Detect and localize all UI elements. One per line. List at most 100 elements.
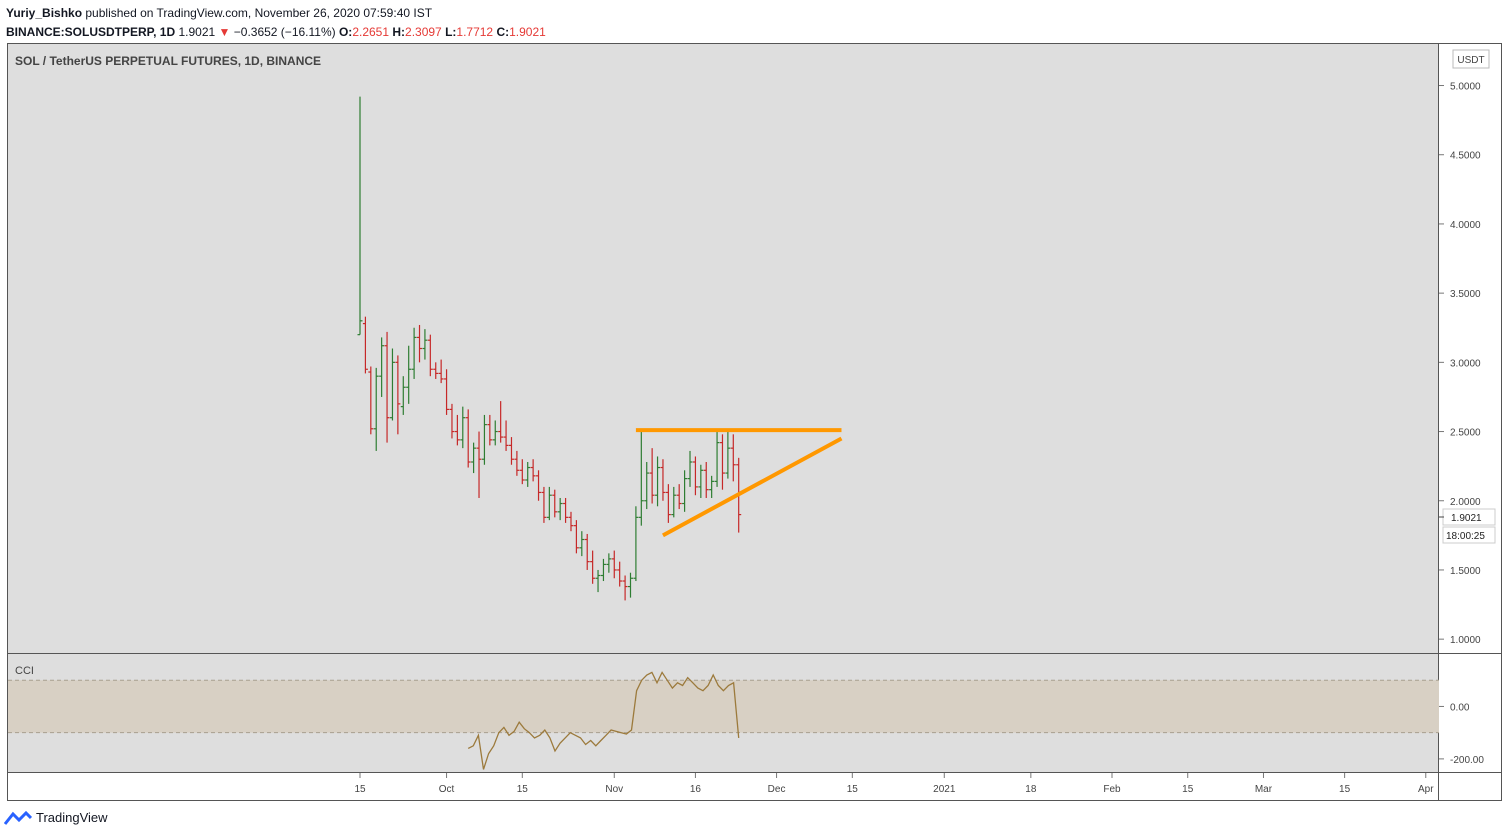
ohlc-bar (682, 470, 688, 512)
ohlc-bar (508, 437, 514, 465)
x-tick-label: 2021 (933, 784, 956, 795)
y-tick-label: 3.0000 (1450, 358, 1481, 369)
ohlc-bar (498, 401, 504, 443)
published-text: published on TradingView.com, November 2… (85, 6, 433, 20)
ohlc-bar (563, 497, 569, 523)
ohlc-bar (573, 520, 579, 554)
ohlc-bar (379, 337, 385, 397)
x-tick-label: Apr (1418, 784, 1434, 795)
ohlc-bar (417, 324, 423, 363)
symbol-label: BINANCE:SOLUSDTPERP, 1D (6, 25, 176, 39)
ohlc-bar (557, 497, 563, 521)
y-tick-label: 5.0000 (1450, 82, 1481, 93)
ohlc-bar (536, 470, 542, 501)
cci-line (467, 671, 740, 770)
price-scale[interactable] (1439, 44, 1501, 653)
y-tick-label: 4.5000 (1450, 151, 1481, 162)
high-value: 2.3097 (405, 25, 442, 39)
x-tick-label: 15 (1182, 784, 1194, 795)
ohlc-bar (373, 367, 379, 451)
ohlc-bar (611, 550, 617, 579)
ohlc-bar (568, 511, 574, 532)
ohlc-bar (617, 561, 623, 587)
last-price-value: 1.9021 (1451, 513, 1482, 524)
time-axis[interactable] (8, 773, 1439, 800)
ohlc-bar (579, 531, 585, 557)
tradingview-logo-icon (4, 810, 32, 825)
y-tick-label: 4.0000 (1450, 220, 1481, 231)
cci-band (8, 679, 1439, 734)
open-value: 2.2651 (352, 25, 390, 39)
x-tick-label: Dec (768, 784, 786, 795)
ohlc-bar (698, 464, 704, 498)
ohlc-bar (595, 569, 601, 593)
ohlc-bar (395, 355, 401, 435)
x-tick-label: 15 (517, 784, 529, 795)
ohlc-bar (357, 96, 363, 336)
ohlc-bar (584, 533, 590, 570)
ohlc-bar (492, 420, 498, 446)
author-name[interactable]: Yuriy_Bishko (6, 6, 83, 20)
cci-tick-label: 0.00 (1450, 702, 1470, 713)
ohlc-bar (465, 409, 471, 468)
x-tick-label: 15 (354, 784, 366, 795)
low-value: 1.7712 (456, 25, 494, 39)
y-axis-ticks: 5.0000 4.5000 4.0000 3.5000 3.0000 2.5000 2.00… (1439, 82, 1481, 646)
trendlines[interactable] (635, 428, 843, 538)
ohlc-bar (476, 431, 482, 498)
ohlc-bar (730, 434, 736, 482)
ohlc-bar (449, 403, 455, 439)
down-arrow-icon: ▼ (218, 25, 231, 39)
ohlc-bar (628, 572, 633, 598)
ohlc-bar (530, 459, 536, 482)
tradingview-logo[interactable]: TradingView (4, 810, 108, 825)
cci-scale[interactable] (1439, 654, 1501, 772)
ohlc-bar (503, 420, 509, 451)
ohlc-bar (438, 359, 444, 384)
ohlc-bar (703, 461, 709, 498)
currency-badge[interactable]: USDT (1452, 49, 1490, 69)
currency-label: USDT (1457, 55, 1484, 66)
ohlc-bar (368, 366, 374, 435)
ohlc-bar (622, 575, 628, 601)
tradingview-brand: TradingView (36, 810, 108, 825)
x-tick-label: Oct (439, 784, 455, 795)
price-change: −0.3652 (−16.11%) (233, 25, 336, 39)
ohlc-bar (411, 327, 417, 379)
cci-band-fill (8, 680, 1439, 733)
trendline-support (662, 436, 843, 538)
high-label: H: (392, 25, 406, 39)
ohlc-bar (644, 461, 650, 510)
ohlc-bar (600, 558, 606, 582)
x-axis-ticks: 15 Oct 15 Nov 16 Dec 15 2021 18 Feb 15 Mar 15 Apr (354, 773, 1434, 795)
ohlc-bar (487, 414, 493, 446)
chart-title: SOL / TetherUS PERPETUAL FUTURES, 1D, BI… (15, 54, 321, 68)
ohlc-bar (660, 459, 666, 501)
ohlc-bar (444, 369, 450, 415)
ohlc-bar (714, 431, 720, 487)
last-price: 1.9021 (178, 25, 216, 39)
ohlc-bar (546, 486, 552, 521)
x-tick-label: Nov (605, 784, 623, 795)
open-label: O: (338, 25, 353, 39)
x-tick-label: Mar (1255, 784, 1273, 795)
cci-label: CCI (15, 665, 34, 677)
ohlc-bar (719, 434, 725, 490)
ohlc-bar (606, 553, 612, 573)
ohlc-bar (422, 329, 428, 360)
ohlc-bar (481, 414, 487, 465)
y-tick-label: 1.0000 (1450, 635, 1481, 646)
ohlc-bar (471, 442, 477, 474)
ohlc-bar (433, 362, 439, 379)
ohlc-bar (687, 450, 693, 487)
ohlc-bar (590, 550, 596, 584)
x-tick-label: Feb (1103, 784, 1121, 795)
cci-axis-ticks: 0.00 -200.00 (1439, 702, 1484, 766)
ohlc-bar (525, 461, 531, 487)
ohlc-bar (552, 489, 558, 518)
x-tick-label: 18 (1025, 784, 1037, 795)
ohlc-bar (384, 331, 390, 443)
ohlc-bar (389, 348, 395, 421)
price-pane[interactable] (8, 44, 1439, 653)
